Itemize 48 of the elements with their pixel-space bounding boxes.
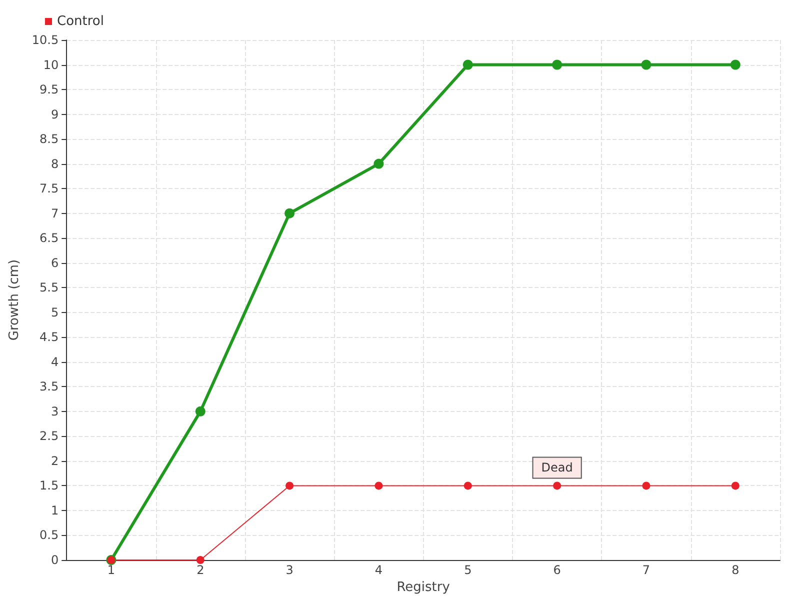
y-tick-label: 1.5 bbox=[40, 478, 59, 493]
y-tick-label: 2 bbox=[50, 454, 59, 468]
y-tick-label: 3 bbox=[50, 404, 59, 418]
y-tick-label: 9.5 bbox=[40, 82, 59, 97]
x-tick-label: 2 bbox=[196, 563, 204, 577]
x-tick-label: 7 bbox=[642, 563, 650, 577]
legend-label: Control bbox=[57, 14, 104, 29]
point bbox=[284, 208, 295, 218]
y-tick-label: 7 bbox=[50, 206, 59, 220]
y-tick-label: 7.5 bbox=[40, 182, 59, 196]
point bbox=[552, 60, 562, 70]
y-tick-label: 5 bbox=[50, 305, 59, 320]
point bbox=[286, 482, 294, 490]
y-axis-title: Growth (cm) bbox=[7, 259, 22, 341]
point bbox=[641, 60, 652, 70]
y-tick-label: 0.5 bbox=[40, 528, 59, 542]
y-tick-label: 9 bbox=[50, 107, 59, 122]
y-tick-label: 6.5 bbox=[40, 231, 59, 246]
x-tick-label: 5 bbox=[464, 563, 472, 577]
y-tick-label: 5.5 bbox=[40, 280, 59, 295]
y-tick-label: 6 bbox=[50, 256, 59, 270]
y-tick-label: 10.5 bbox=[32, 33, 59, 47]
y-tick-label: 4.5 bbox=[40, 330, 59, 344]
y-tick-label: 4 bbox=[50, 354, 59, 369]
y-tick-label: 8.5 bbox=[40, 132, 59, 146]
y-tick-label: 1 bbox=[50, 503, 59, 518]
x-tick-label: 3 bbox=[286, 563, 294, 577]
point bbox=[196, 556, 204, 564]
point bbox=[374, 482, 383, 490]
y-tick-label: 2.5 bbox=[40, 429, 59, 444]
x-tick-label: 6 bbox=[553, 563, 561, 577]
x-tick-label: 1 bbox=[107, 563, 116, 577]
point bbox=[195, 406, 206, 416]
point bbox=[374, 158, 384, 169]
x-tick-label: 8 bbox=[732, 563, 740, 577]
point bbox=[642, 482, 650, 490]
point bbox=[730, 60, 740, 70]
y-tick-label: 10 bbox=[43, 58, 59, 72]
point bbox=[731, 482, 740, 490]
annotation: Dead bbox=[541, 460, 573, 475]
y-tick-label: 8 bbox=[50, 156, 59, 171]
y-tick-label: 0 bbox=[50, 553, 59, 567]
x-tick-label: 4 bbox=[374, 563, 383, 577]
point bbox=[464, 482, 472, 490]
x-axis-title: Registry bbox=[396, 580, 450, 595]
point bbox=[553, 482, 562, 490]
point bbox=[462, 60, 473, 70]
y-tick-label: 3.5 bbox=[40, 380, 59, 394]
